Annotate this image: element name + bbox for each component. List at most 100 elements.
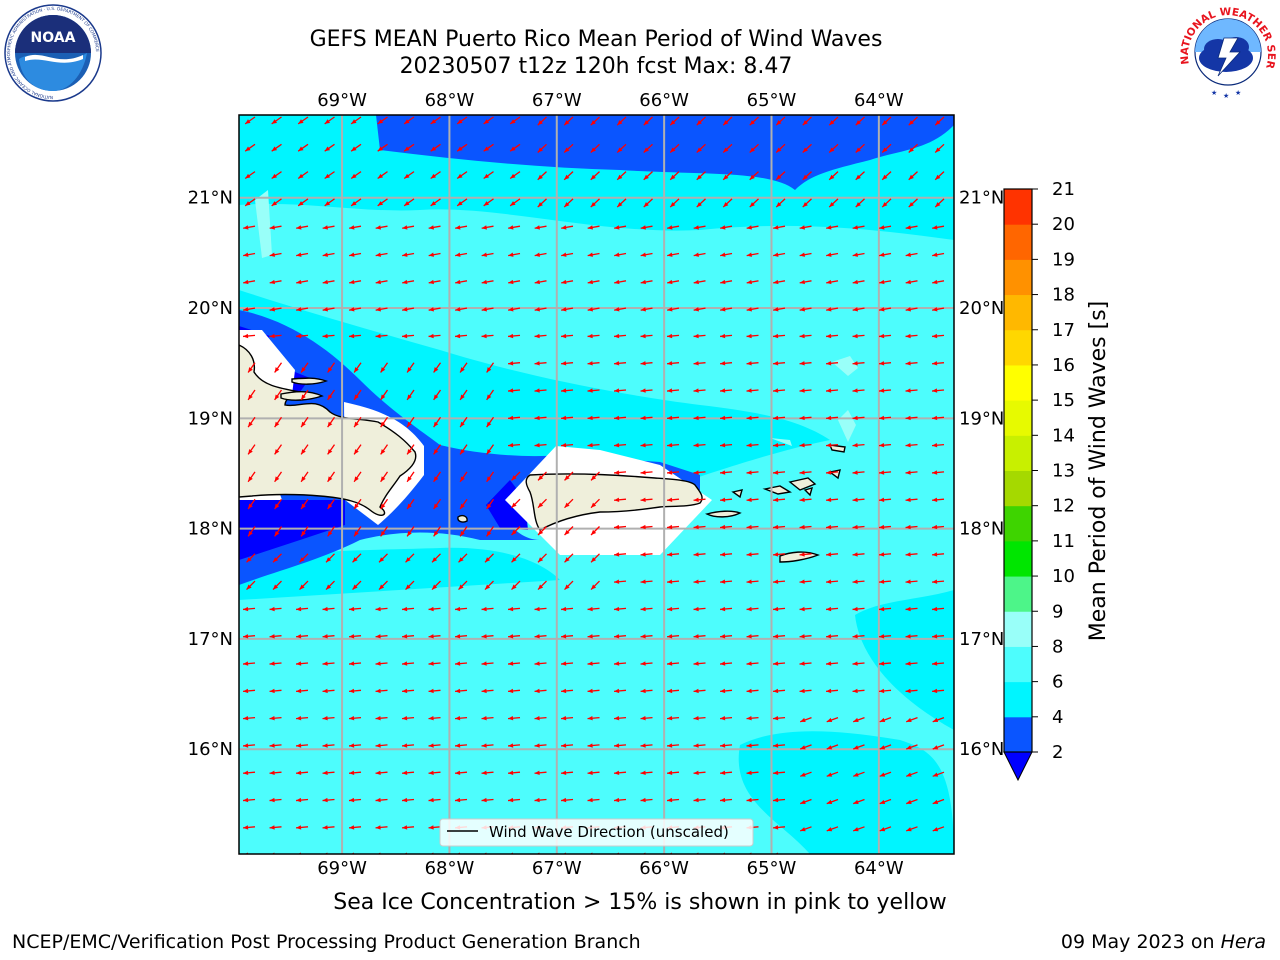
direction-arrow	[722, 171, 733, 181]
direction-arrow	[454, 606, 468, 612]
direction-arrow	[722, 116, 733, 126]
direction-arrow	[825, 552, 839, 557]
svg-text:★: ★	[1235, 89, 1241, 97]
direction-arrow	[878, 388, 892, 393]
direction-arrow	[375, 606, 388, 612]
legend-label: Wind Wave Direction (unscaled)	[489, 823, 729, 841]
direction-arrow	[616, 171, 627, 181]
colorbar-tick-label: 6	[1052, 672, 1063, 693]
direction-arrow	[931, 388, 945, 393]
direction-arrow	[613, 524, 627, 530]
colorbar-tick-label: 16	[1052, 355, 1075, 376]
lat-tick-label: 19°N	[188, 408, 233, 429]
direction-arrow	[353, 526, 362, 537]
direction-arrow	[878, 634, 892, 639]
direction-arrow	[932, 252, 945, 257]
lon-tick-label: 69°W	[317, 858, 367, 879]
direction-arrow	[459, 416, 468, 428]
direction-arrow	[719, 361, 733, 366]
direction-arrow	[454, 333, 468, 339]
direction-arrow	[809, 853, 812, 854]
direction-arrow	[720, 279, 733, 285]
direction-arrow	[564, 580, 574, 591]
direction-arrow	[802, 171, 812, 181]
direction-arrow	[322, 279, 335, 285]
direction-arrow	[640, 661, 653, 666]
colorbar-tick-label: 15	[1052, 390, 1075, 411]
direction-arrow	[456, 198, 468, 207]
direction-arrow	[614, 279, 627, 285]
direction-arrow	[906, 826, 918, 832]
direction-arrow	[693, 716, 706, 721]
direction-arrow	[853, 798, 865, 805]
direction-arrow	[696, 198, 706, 208]
direction-arrow	[640, 388, 653, 393]
direction-arrow	[375, 634, 388, 639]
direction-arrow	[269, 825, 282, 830]
direction-arrow	[325, 580, 335, 591]
direction-arrow	[640, 415, 653, 421]
direction-arrow	[507, 443, 521, 448]
direction-arrow	[375, 279, 388, 285]
direction-arrow	[247, 389, 256, 401]
direction-arrow	[666, 743, 680, 748]
direction-arrow	[406, 498, 415, 510]
direction-arrow	[247, 498, 256, 510]
direction-arrow	[640, 470, 653, 475]
direction-arrow	[353, 416, 362, 428]
direction-arrow	[772, 415, 786, 421]
direction-arrow	[402, 225, 415, 230]
direction-arrow	[587, 225, 600, 230]
direction-arrow	[246, 553, 256, 563]
direction-arrow	[380, 389, 389, 401]
direction-arrow	[300, 471, 309, 483]
direction-arrow	[269, 252, 282, 257]
direction-arrow	[402, 279, 415, 285]
direction-arrow	[327, 471, 336, 483]
direction-arrow	[666, 716, 680, 721]
direction-arrow	[406, 444, 415, 455]
direction-arrow	[322, 307, 335, 312]
direction-arrow	[269, 716, 282, 721]
direction-arrow	[454, 661, 468, 666]
direction-arrow	[828, 198, 839, 208]
direction-arrow	[693, 552, 706, 557]
direction-arrow	[534, 634, 547, 639]
direction-arrow	[403, 171, 415, 180]
direction-arrow	[613, 497, 627, 503]
direction-arrow	[508, 225, 521, 230]
direction-arrow	[719, 470, 733, 475]
direction-arrow	[296, 307, 309, 312]
direction-arrow	[669, 143, 680, 153]
direction-arrow	[380, 444, 389, 455]
direction-arrow	[905, 524, 918, 530]
direction-arrow	[931, 497, 945, 503]
direction-arrow	[380, 416, 389, 428]
direction-arrow	[855, 198, 865, 208]
direction-arrow	[324, 116, 335, 125]
direction-arrow	[348, 770, 362, 776]
direction-arrow	[799, 579, 812, 584]
direction-arrow	[534, 225, 547, 230]
direction-arrow	[327, 498, 336, 510]
direction-arrow	[693, 361, 706, 366]
direction-arrow	[852, 579, 865, 584]
direction-arrow	[932, 826, 945, 832]
direction-arrow	[799, 443, 812, 448]
direction-arrow	[295, 661, 309, 666]
direction-arrow	[746, 579, 759, 584]
direction-arrow	[300, 444, 309, 455]
direction-arrow	[932, 279, 945, 285]
direction-arrow	[405, 580, 415, 591]
direction-arrow	[242, 797, 256, 803]
direction-arrow	[590, 143, 600, 153]
direction-arrow	[402, 307, 415, 312]
direction-arrow	[349, 252, 362, 257]
direction-arrow	[244, 171, 256, 180]
colorbar-tick-label: 17	[1052, 320, 1075, 341]
direction-arrow	[327, 362, 336, 373]
colorbar-segment	[1004, 435, 1032, 471]
direction-arrow	[826, 826, 839, 832]
direction-arrow	[455, 279, 468, 285]
direction-arrow	[590, 198, 600, 208]
